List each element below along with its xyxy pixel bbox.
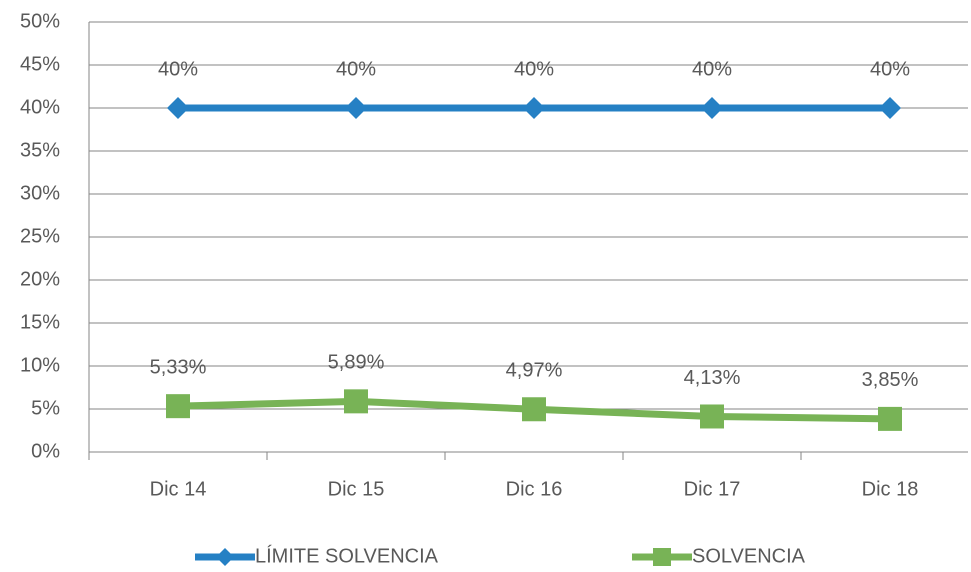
data-label: 40% bbox=[514, 58, 554, 80]
y-tick-label: 25% bbox=[20, 225, 60, 247]
marker bbox=[878, 406, 902, 431]
y-tick-label: 10% bbox=[20, 354, 60, 376]
y-tick-label: 15% bbox=[20, 311, 60, 333]
data-label: 5,33% bbox=[150, 356, 207, 378]
data-label: 40% bbox=[336, 58, 376, 80]
data-label: 40% bbox=[158, 58, 198, 80]
marker bbox=[701, 97, 723, 119]
legend-label: LÍMITE SOLVENCIA bbox=[255, 544, 439, 567]
data-label: 4,97% bbox=[506, 360, 563, 382]
data-label: 5,89% bbox=[328, 352, 385, 374]
legend-label: SOLVENCIA bbox=[692, 545, 806, 567]
marker bbox=[166, 394, 190, 419]
y-tick-label: 30% bbox=[20, 182, 60, 204]
marker bbox=[345, 97, 367, 119]
x-tick-label: Dic 15 bbox=[328, 478, 385, 500]
marker bbox=[167, 97, 189, 119]
y-tick-label: 50% bbox=[20, 10, 60, 32]
y-tick-label: 5% bbox=[31, 397, 60, 419]
x-tick-label: Dic 16 bbox=[506, 478, 563, 500]
y-tick-label: 20% bbox=[20, 268, 60, 290]
x-tick-label: Dic 14 bbox=[150, 478, 207, 500]
y-tick-label: 0% bbox=[31, 440, 60, 462]
marker bbox=[879, 97, 901, 119]
x-tick-label: Dic 18 bbox=[862, 478, 919, 500]
legend-marker bbox=[653, 548, 671, 566]
data-label: 4,13% bbox=[684, 367, 741, 389]
y-tick-label: 40% bbox=[20, 96, 60, 118]
data-label: 40% bbox=[870, 58, 910, 80]
data-label: 3,85% bbox=[862, 369, 919, 391]
marker bbox=[344, 389, 368, 414]
legend-marker bbox=[216, 548, 234, 566]
y-tick-label: 45% bbox=[20, 53, 60, 75]
marker bbox=[700, 404, 724, 429]
y-tick-label: 35% bbox=[20, 139, 60, 161]
marker bbox=[522, 397, 546, 422]
data-label: 40% bbox=[692, 58, 732, 80]
x-tick-label: Dic 17 bbox=[684, 478, 741, 500]
marker bbox=[523, 97, 545, 119]
